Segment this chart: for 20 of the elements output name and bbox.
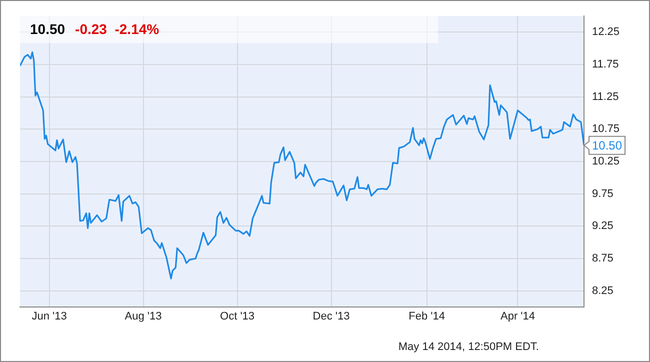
y-tick-label: 11.25	[592, 90, 619, 103]
x-tick-label: Jun '13	[32, 310, 67, 323]
chart-subtitle: -0.23 -2.14%	[75, 21, 160, 37]
text: May 14 2014, 12:50PM EDT.	[398, 341, 539, 353]
y-tick-label: 8.75	[592, 252, 614, 265]
header-panel: 10.50 -0.23 -2.14%	[20, 16, 438, 43]
y-tick-label: 10.75	[592, 123, 620, 136]
x-tick-label: Feb '14	[408, 310, 445, 323]
y-tick-label: 12.25	[592, 26, 620, 38]
x-tick-label: Oct '13	[220, 310, 255, 323]
x-tick-label: Dec '13	[312, 310, 350, 323]
y-tick-label: 9.25	[592, 220, 614, 232]
y-tick-label: 8.25	[592, 284, 614, 297]
x-tick-label: Apr '14	[500, 310, 535, 323]
x-tick-label: Aug '13	[124, 310, 162, 323]
y-tick-label: 10.25	[592, 156, 620, 168]
y-tick-label: 9.75	[592, 188, 614, 200]
chart-title: 10.50	[30, 21, 66, 37]
annotation: 10.50	[592, 138, 622, 153]
y-tick-label: 11.75	[592, 58, 619, 71]
